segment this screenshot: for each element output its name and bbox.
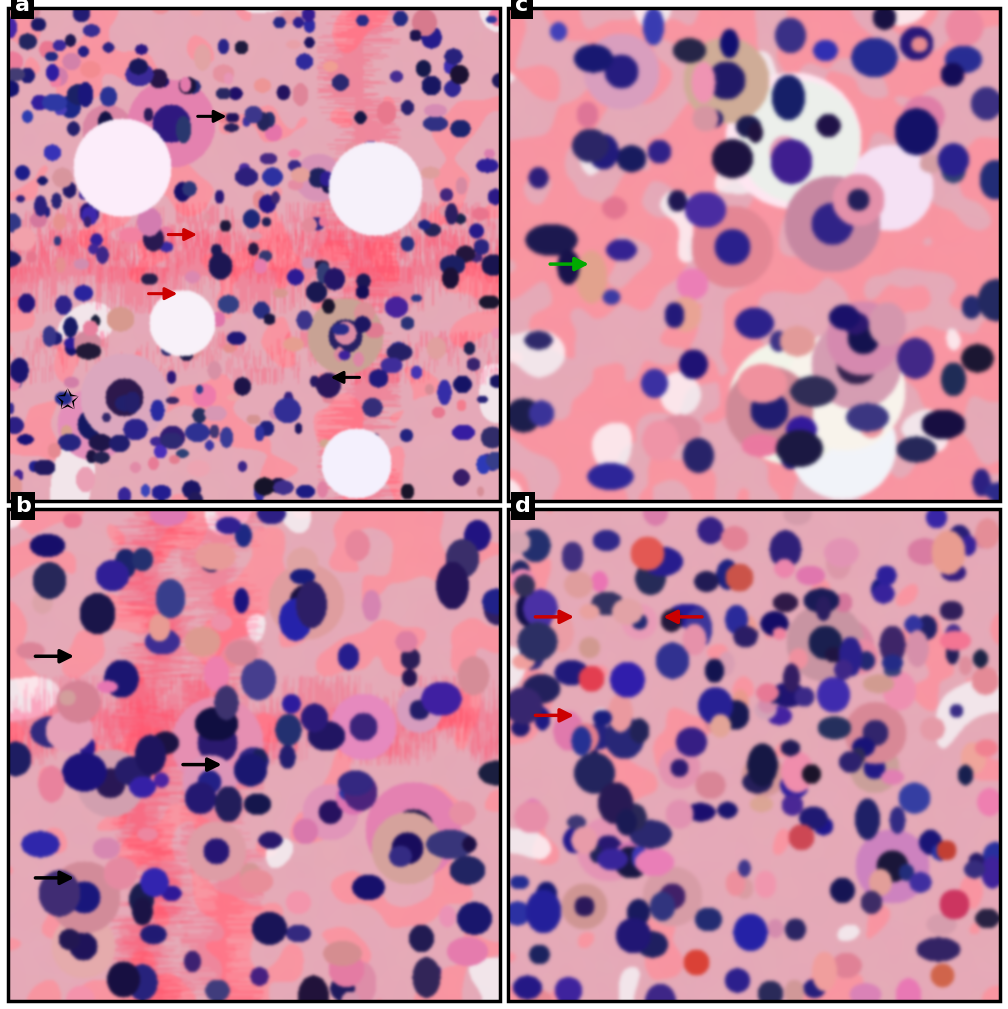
Text: c: c: [515, 0, 528, 15]
Text: b: b: [15, 495, 31, 516]
Text: d: d: [515, 495, 531, 516]
Text: a: a: [15, 0, 30, 15]
Text: ✩: ✩: [55, 388, 79, 416]
